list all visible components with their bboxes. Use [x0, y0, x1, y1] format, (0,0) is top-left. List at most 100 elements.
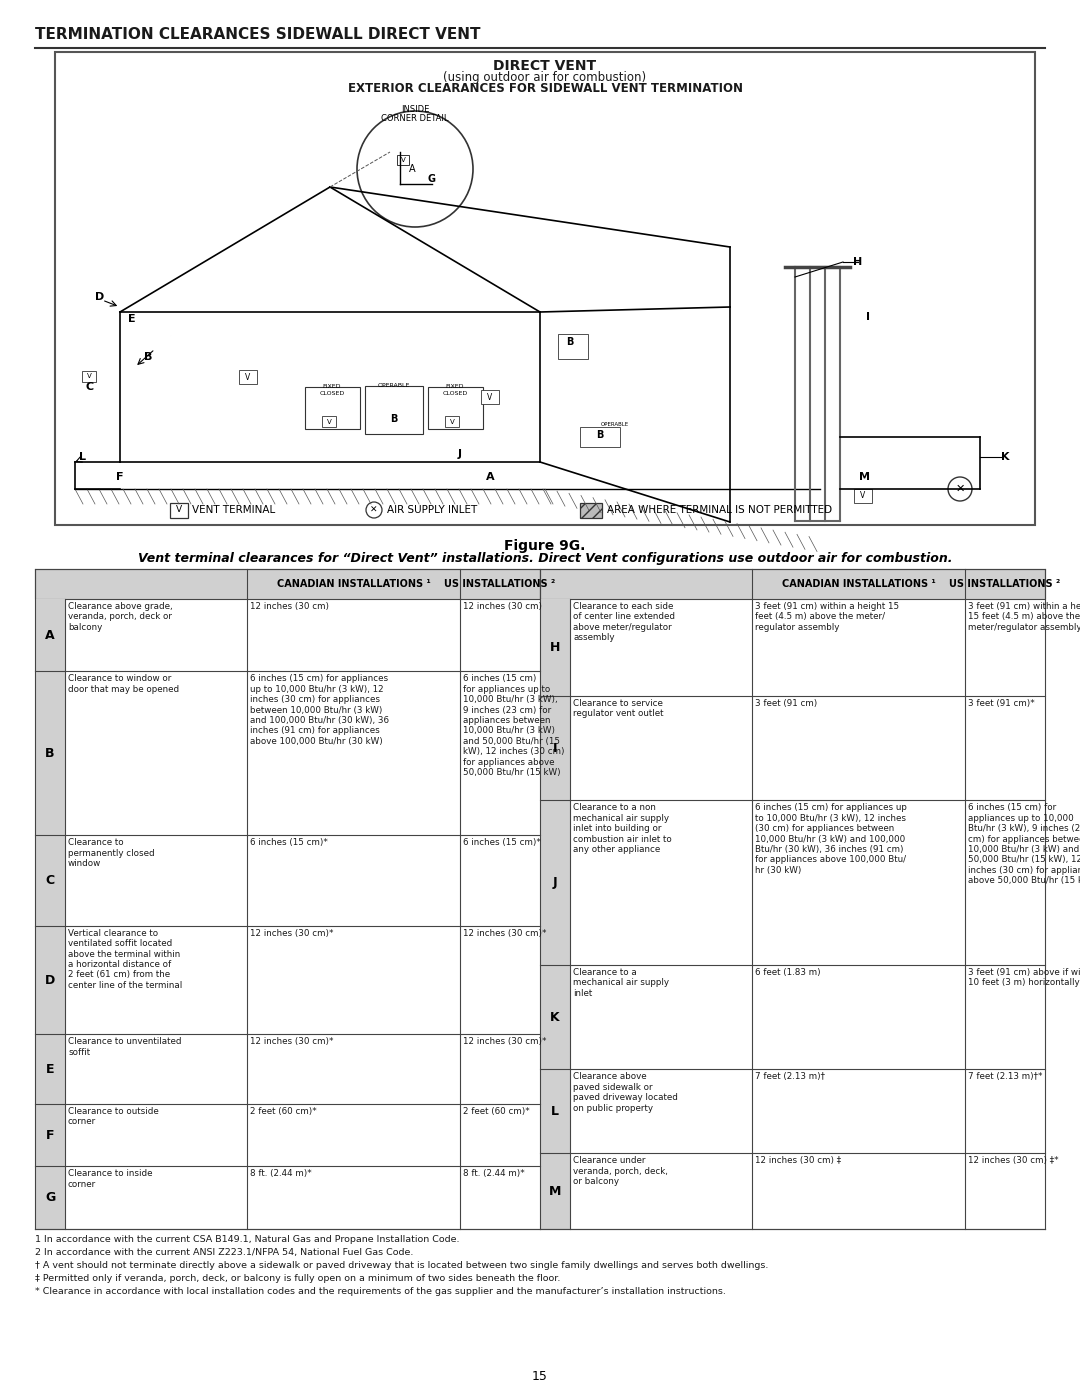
- Text: B: B: [390, 414, 397, 425]
- Text: FIXED: FIXED: [446, 384, 464, 388]
- Bar: [540, 696, 570, 800]
- Text: 15: 15: [532, 1370, 548, 1383]
- Bar: [55, 52, 1035, 525]
- Bar: [558, 334, 588, 359]
- Text: L: L: [551, 1105, 559, 1118]
- Text: V: V: [487, 393, 492, 401]
- Text: Vertical clearance to
ventilated soffit located
above the terminal within
a hori: Vertical clearance to ventilated soffit …: [68, 929, 183, 990]
- Text: H: H: [550, 641, 561, 654]
- Text: Clearance to outside
corner: Clearance to outside corner: [68, 1106, 159, 1126]
- Text: VENT TERMINAL: VENT TERMINAL: [192, 504, 275, 515]
- Text: V: V: [449, 419, 455, 425]
- Text: 6 inches (15 cm)
for appliances up to
10,000 Btu/hr (3 kW),
9 inches (23 cm) for: 6 inches (15 cm) for appliances up to 10…: [463, 675, 565, 777]
- Bar: [854, 489, 872, 503]
- Text: 6 inches (15 cm) for appliances
up to 10,000 Btu/hr (3 kW), 12
inches (30 cm) fo: 6 inches (15 cm) for appliances up to 10…: [249, 675, 389, 746]
- Text: ‡ Permitted only if veranda, porch, deck, or balcony is fully open on a minimum : ‡ Permitted only if veranda, porch, deck…: [35, 1274, 561, 1282]
- Text: B: B: [144, 352, 152, 362]
- Bar: [365, 386, 423, 434]
- Bar: [540, 1154, 570, 1229]
- Bar: [35, 599, 65, 672]
- Text: 12 inches (30 cm) ‡: 12 inches (30 cm) ‡: [755, 1157, 841, 1165]
- Text: B: B: [566, 337, 573, 346]
- Text: 2 feet (60 cm)*: 2 feet (60 cm)*: [463, 1106, 530, 1116]
- Text: 8 ft. (2.44 m)*: 8 ft. (2.44 m)*: [249, 1169, 312, 1179]
- Text: E: E: [45, 1063, 54, 1076]
- Text: V: V: [326, 419, 332, 425]
- Text: 12 inches (30 cm)*: 12 inches (30 cm)*: [249, 929, 334, 937]
- Bar: [322, 416, 336, 427]
- Text: K: K: [550, 1010, 559, 1024]
- Text: CORNER DETAIL: CORNER DETAIL: [381, 115, 449, 123]
- Text: A: A: [408, 163, 416, 175]
- Text: 12 inches (30 cm): 12 inches (30 cm): [249, 602, 329, 610]
- Text: 12 inches (30 cm): 12 inches (30 cm): [463, 602, 542, 610]
- Bar: [540, 965, 570, 1070]
- Text: US INSTALLATIONS ²: US INSTALLATIONS ²: [949, 578, 1061, 590]
- Bar: [445, 416, 459, 427]
- Text: M: M: [860, 472, 870, 482]
- Text: D: D: [95, 292, 105, 302]
- Text: AIR SUPPLY INLET: AIR SUPPLY INLET: [387, 504, 477, 515]
- Bar: [540, 1070, 570, 1154]
- Text: 12 inches (30 cm)*: 12 inches (30 cm)*: [249, 1038, 334, 1046]
- Text: CANADIAN INSTALLATIONS ¹: CANADIAN INSTALLATIONS ¹: [782, 578, 935, 590]
- Text: C: C: [86, 381, 94, 393]
- Text: Clearance to inside
corner: Clearance to inside corner: [68, 1169, 152, 1189]
- Bar: [239, 370, 257, 384]
- Text: CANADIAN INSTALLATIONS ¹: CANADIAN INSTALLATIONS ¹: [276, 578, 430, 590]
- Bar: [397, 155, 409, 165]
- Text: G: G: [45, 1192, 55, 1204]
- Bar: [540, 599, 570, 696]
- Bar: [540, 800, 570, 965]
- Text: AREA WHERE TERMINAL IS NOT PERMITTED: AREA WHERE TERMINAL IS NOT PERMITTED: [607, 504, 832, 515]
- Text: 1 In accordance with the current CSA B149.1, Natural Gas and Propane Installatio: 1 In accordance with the current CSA B14…: [35, 1235, 459, 1243]
- Text: F: F: [45, 1129, 54, 1141]
- Text: Clearance to unventilated
soffit: Clearance to unventilated soffit: [68, 1038, 181, 1056]
- Text: Figure 9G.: Figure 9G.: [504, 539, 585, 553]
- Text: M: M: [549, 1185, 562, 1197]
- Bar: [35, 835, 65, 926]
- Bar: [540, 569, 1045, 599]
- Text: ✕: ✕: [370, 506, 378, 514]
- Text: J: J: [553, 876, 557, 888]
- Text: V: V: [245, 373, 251, 381]
- Text: 3 feet (91 cm) within a height
15 feet (4.5 m) above the
meter/regulator assembl: 3 feet (91 cm) within a height 15 feet (…: [968, 602, 1080, 631]
- Text: V: V: [861, 492, 866, 500]
- Text: FIXED: FIXED: [323, 384, 341, 388]
- Text: Clearance to a non
mechanical air supply
inlet into building or
combustion air i: Clearance to a non mechanical air supply…: [573, 803, 672, 854]
- Bar: [35, 1104, 65, 1166]
- Bar: [35, 1034, 65, 1104]
- Bar: [35, 672, 65, 835]
- Bar: [305, 387, 360, 429]
- Text: † A vent should not terminate directly above a sidewalk or paved driveway that i: † A vent should not terminate directly a…: [35, 1261, 768, 1270]
- Text: A: A: [486, 472, 495, 482]
- Text: I: I: [866, 312, 870, 321]
- Text: H: H: [853, 257, 863, 267]
- Text: D: D: [45, 974, 55, 986]
- Text: 2 In accordance with the current ANSI Z223.1/NFPA 54, National Fuel Gas Code.: 2 In accordance with the current ANSI Z2…: [35, 1248, 414, 1257]
- Text: Clearance above grade,
veranda, porch, deck or
balcony: Clearance above grade, veranda, porch, d…: [68, 602, 173, 631]
- Text: Clearance to each side
of center line extended
above meter/regulator
assembly: Clearance to each side of center line ex…: [573, 602, 675, 643]
- Text: 12 inches (30 cm)*: 12 inches (30 cm)*: [463, 929, 546, 937]
- Bar: [35, 1166, 65, 1229]
- Text: V: V: [176, 506, 183, 514]
- Text: * Clearance in accordance with local installation codes and the requirements of : * Clearance in accordance with local ins…: [35, 1287, 726, 1296]
- Text: A: A: [45, 629, 55, 641]
- Text: 3 feet (91 cm)*: 3 feet (91 cm)*: [968, 698, 1035, 708]
- Text: 12 inches (30 cm)*: 12 inches (30 cm)*: [463, 1038, 546, 1046]
- Text: 7 feet (2.13 m)†*: 7 feet (2.13 m)†*: [968, 1073, 1042, 1081]
- Text: J: J: [458, 448, 462, 460]
- Text: B: B: [596, 430, 604, 440]
- Text: E: E: [129, 314, 136, 324]
- Text: 6 inches (15 cm) for appliances up
to 10,000 Btu/hr (3 kW), 12 inches
(30 cm) fo: 6 inches (15 cm) for appliances up to 10…: [755, 803, 907, 875]
- Text: 3 feet (91 cm) above if within
10 feet (3 m) horizontally: 3 feet (91 cm) above if within 10 feet (…: [968, 968, 1080, 988]
- Text: Clearance to service
regulator vent outlet: Clearance to service regulator vent outl…: [573, 698, 663, 718]
- Text: Clearance under
veranda, porch, deck,
or balcony: Clearance under veranda, porch, deck, or…: [573, 1157, 667, 1186]
- Text: INSIDE: INSIDE: [401, 105, 429, 115]
- Text: G: G: [428, 175, 436, 184]
- Text: Clearance to
permanently closed
window: Clearance to permanently closed window: [68, 838, 154, 868]
- Bar: [580, 503, 602, 518]
- Text: Clearance above
paved sidewalk or
paved driveway located
on public property: Clearance above paved sidewalk or paved …: [573, 1073, 678, 1112]
- Text: TERMINATION CLEARANCES SIDEWALL DIRECT VENT: TERMINATION CLEARANCES SIDEWALL DIRECT V…: [35, 27, 481, 42]
- Text: EXTERIOR CLEARANCES FOR SIDEWALL VENT TERMINATION: EXTERIOR CLEARANCES FOR SIDEWALL VENT TE…: [348, 82, 743, 95]
